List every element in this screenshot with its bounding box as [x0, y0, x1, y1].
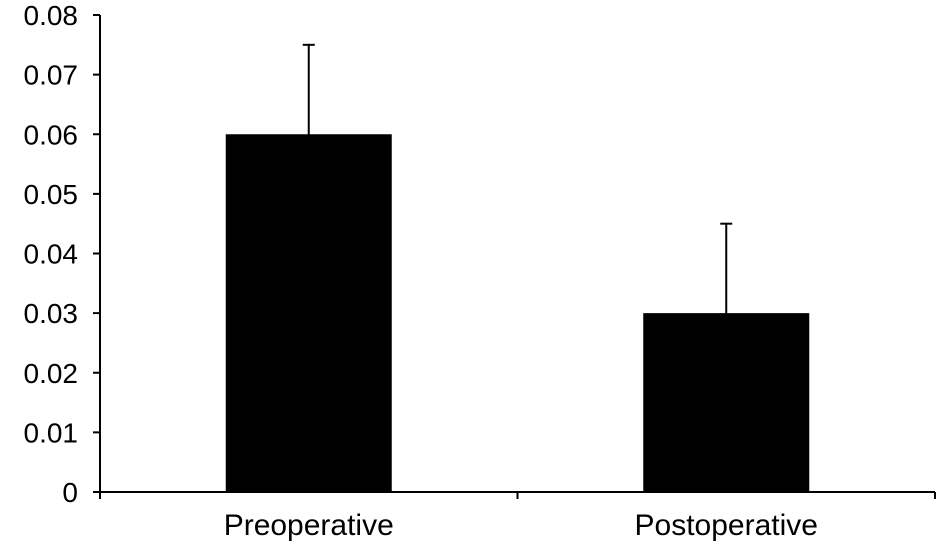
x-axis-category-labels: Preoperative Postoperative — [224, 509, 818, 542]
y-tick-label: 0 — [62, 477, 78, 508]
y-tick-label: 0.06 — [24, 119, 79, 150]
y-tick-label: 0.05 — [24, 179, 79, 210]
y-tick-label: 0.02 — [24, 358, 79, 389]
y-tick-label: 0.01 — [24, 417, 79, 448]
y-tick-label: 0.03 — [24, 298, 79, 329]
y-tick-label: 0.07 — [24, 60, 79, 91]
y-axis-ticks: 0 0.01 0.02 0.03 0.04 0.05 0.06 0.07 0.08 — [24, 0, 100, 508]
category-label: Postoperative — [635, 509, 818, 542]
y-tick-label: 0.08 — [24, 0, 79, 31]
y-tick-label: 0.04 — [24, 239, 79, 270]
bars — [225, 134, 810, 492]
category-label: Preoperative — [224, 509, 394, 542]
x-axis-ticks — [99, 492, 936, 499]
error-bars — [302, 43, 733, 425]
